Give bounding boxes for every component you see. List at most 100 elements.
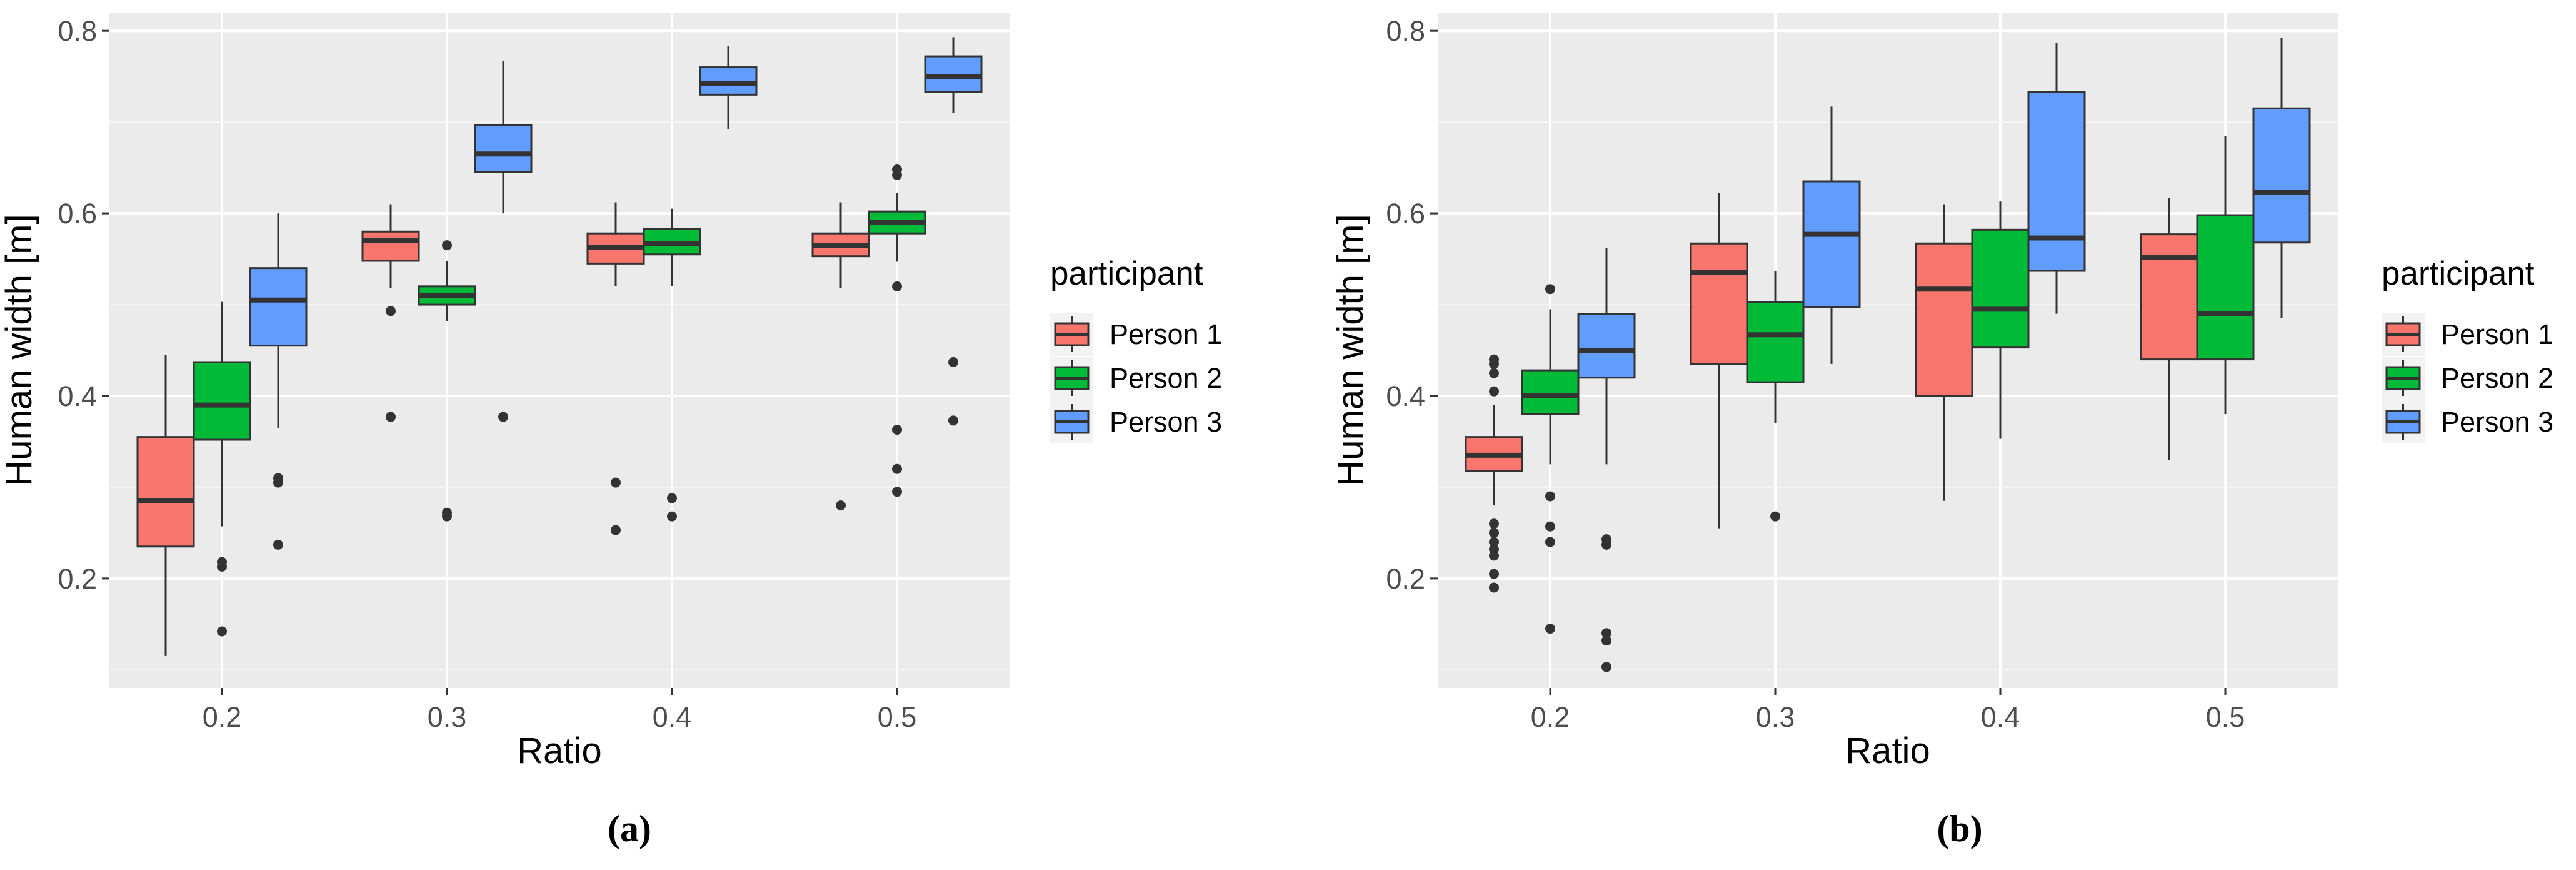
box-person-1-0.3 xyxy=(1690,193,1748,529)
box-person-3-0.5 xyxy=(2252,38,2311,318)
outlier-point xyxy=(892,463,902,474)
box-person-3-0.4 xyxy=(699,46,758,129)
legend-item-person-2: Person 2 xyxy=(2382,357,2553,400)
box-person-2-0.3 xyxy=(1746,271,1805,522)
box-body xyxy=(361,230,420,262)
outlier-point xyxy=(1545,521,1555,532)
outlier-point xyxy=(386,412,396,422)
box-person-3-0.4 xyxy=(2027,43,2086,314)
outlier-point xyxy=(1545,491,1555,502)
box-person-2-0.2 xyxy=(193,301,251,637)
legend-label: Person 3 xyxy=(2441,406,2553,438)
outlier-point xyxy=(442,511,452,522)
y-tick-label: 0.4 xyxy=(58,380,97,412)
outlier-point xyxy=(273,477,283,488)
box-person-2-0.5 xyxy=(868,164,926,497)
outlier-point xyxy=(892,424,902,435)
y-tick-label: 0.2 xyxy=(58,563,97,595)
outlier-point xyxy=(217,626,227,637)
box-person-1-0.4 xyxy=(586,202,645,535)
outlier-point xyxy=(1770,511,1780,522)
legend-label: Person 2 xyxy=(1110,362,1222,394)
outlier-point xyxy=(498,412,508,422)
outlier-point xyxy=(217,561,227,572)
boxplot-chart-b: 0.2 0.4 0.6 0.8 0.2 0.3 0.4 0.5 Human width [m… xyxy=(1330,13,2553,849)
legend-item-person-3: Person 3 xyxy=(2382,400,2553,443)
box-body xyxy=(2140,233,2198,361)
x-axis-label: Ratio xyxy=(517,731,601,771)
outlier-point xyxy=(273,539,283,550)
box-body xyxy=(1577,313,1636,379)
plot-background xyxy=(109,13,1010,688)
outlier-point xyxy=(1489,386,1499,397)
x-tick-label: 0.4 xyxy=(653,701,692,733)
boxplot-chart-a: 0.2 0.4 0.6 0.8 0.2 0.3 0.4 0.5 Human width [m… xyxy=(0,13,1222,849)
box-person-3-0.3 xyxy=(1802,106,1861,364)
chart-panel-a: 0.2 0.4 0.6 0.8 0.2 0.3 0.4 0.5 Human width [m… xyxy=(0,0,1288,867)
x-tick-label: 0.2 xyxy=(1531,701,1570,733)
legend-label: Person 1 xyxy=(1110,318,1222,350)
legend-label: Person 2 xyxy=(2441,362,2553,394)
box-person-2-0.5 xyxy=(2196,136,2255,415)
y-tick-label: 0.6 xyxy=(58,198,97,230)
outlier-point xyxy=(667,511,677,522)
outlier-point xyxy=(1489,358,1499,369)
box-person-2-0.4 xyxy=(643,208,701,522)
x-tick-label: 0.4 xyxy=(1981,701,2020,733)
figure-caption-b: (b) xyxy=(1937,808,1982,849)
box-body xyxy=(136,436,195,548)
legend-title: participant xyxy=(1050,255,1203,292)
y-axis-label: Human width [m] xyxy=(0,214,39,486)
y-tick-label: 0.8 xyxy=(1386,15,1425,47)
box-body xyxy=(2252,107,2311,244)
box-person-3-0.3 xyxy=(474,61,533,422)
outlier-point xyxy=(611,477,621,488)
x-tick-label: 0.3 xyxy=(1756,701,1795,733)
box-person-2-0.3 xyxy=(418,240,476,522)
outlier-point xyxy=(611,525,621,535)
outlier-point xyxy=(948,357,958,367)
outlier-point xyxy=(836,500,846,511)
legend-label: Person 3 xyxy=(1110,406,1222,438)
box-body xyxy=(699,66,758,96)
y-tick-label: 0.6 xyxy=(1386,198,1425,230)
box-body xyxy=(1971,228,2030,349)
outlier-point xyxy=(1489,582,1499,593)
outlier-point xyxy=(386,306,396,316)
box-body xyxy=(249,267,308,347)
y-tick-label: 0.8 xyxy=(58,15,97,47)
box-person-1-0.2 xyxy=(1465,354,1523,593)
outlier-point xyxy=(1489,368,1499,378)
chart-panel-b: 0.2 0.4 0.6 0.8 0.2 0.3 0.4 0.5 Human width [m… xyxy=(1288,0,2575,867)
x-axis-label: Ratio xyxy=(1845,731,1930,771)
legend-item-person-1: Person 1 xyxy=(2382,313,2553,356)
box-body xyxy=(2196,214,2255,361)
outlier-point xyxy=(1601,635,1611,646)
box-body xyxy=(1690,242,1748,365)
legend-item-person-3: Person 3 xyxy=(1050,400,1222,443)
box-body xyxy=(1746,301,1805,383)
y-tick-label: 0.2 xyxy=(1386,563,1425,595)
legend-title: participant xyxy=(2382,255,2535,292)
box-person-1-0.2 xyxy=(136,355,195,656)
x-tick-label: 0.5 xyxy=(2206,701,2245,733)
box-body xyxy=(474,124,533,173)
outlier-point xyxy=(1489,518,1499,529)
outlier-point xyxy=(1489,527,1499,538)
outlier-point xyxy=(1601,662,1611,672)
outlier-point xyxy=(1545,284,1555,295)
box-person-1-0.4 xyxy=(1915,204,1973,501)
box-body xyxy=(1802,180,1861,308)
outlier-point xyxy=(1601,628,1611,639)
box-person-3-0.5 xyxy=(924,37,983,426)
outlier-point xyxy=(1489,550,1499,561)
outlier-point xyxy=(1545,537,1555,547)
box-person-1-0.3 xyxy=(361,204,420,422)
outlier-point xyxy=(1489,569,1499,579)
x-tick-label: 0.3 xyxy=(428,701,467,733)
box-person-1-0.5 xyxy=(811,202,870,511)
figure-caption-a: (a) xyxy=(608,808,651,849)
legend-label: Person 1 xyxy=(2441,318,2553,350)
outlier-point xyxy=(667,493,677,503)
outlier-point xyxy=(948,415,958,426)
